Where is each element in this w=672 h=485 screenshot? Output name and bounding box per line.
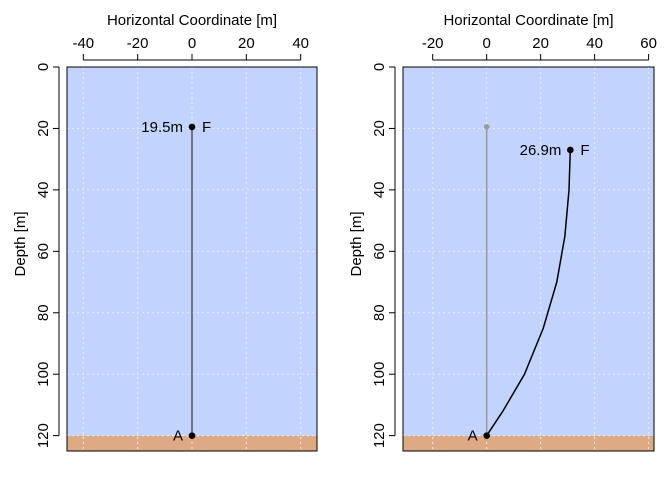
- anchor-label: A: [468, 428, 478, 445]
- x-tick-label: 20: [532, 35, 549, 52]
- y-tick-label: 120: [371, 423, 388, 448]
- y-tick-label: 20: [35, 120, 52, 137]
- x-tick-label: 0: [482, 35, 490, 52]
- float-point: [567, 146, 574, 154]
- y-tick-label: 0: [35, 63, 52, 71]
- y-tick-label: 60: [371, 243, 388, 260]
- mooring-line-current: [486, 149, 572, 437]
- y-tick-label: 100: [371, 362, 388, 387]
- seabed-area: [403, 435, 654, 451]
- float-point: [188, 123, 196, 131]
- y-tick-label: 60: [35, 243, 52, 260]
- depth-annotation: 19.5m: [141, 119, 183, 136]
- x-tick-label: -40: [72, 35, 94, 52]
- plot-frame: [66, 66, 318, 452]
- y-axis-title: Depth [m]: [348, 211, 365, 276]
- x-axis-title: Horizontal Coordinate [m]: [443, 12, 613, 29]
- x-tick-label: 40: [292, 35, 309, 52]
- x-tick-label: 60: [640, 35, 657, 52]
- y-tick-label: 100: [35, 362, 52, 387]
- anchor-label: A: [173, 428, 183, 445]
- y-tick-label: 80: [35, 304, 52, 321]
- x-tick-label: -20: [422, 35, 444, 52]
- anchor-point: [188, 432, 196, 439]
- previous-float-point: [483, 124, 490, 130]
- float-label: F: [202, 119, 211, 136]
- y-tick-label: 40: [371, 182, 388, 199]
- chart-panel-right: -20 0 20 40 60 Horizontal Coordinate [m] 0 20 40…: [348, 12, 657, 452]
- y-axis-title: Depth [m]: [12, 211, 29, 276]
- x-tick-label: 40: [586, 35, 603, 52]
- y-tick-label: 0: [371, 63, 388, 71]
- y-tick-label: 20: [371, 120, 388, 137]
- y-tick-label: 80: [371, 304, 388, 321]
- chart-panel-left: -40 -20 0 20 40 Horizontal Coordinate [m] 0 20 4…: [12, 12, 318, 452]
- x-axis-title: Horizontal Coordinate [m]: [107, 12, 277, 29]
- x-tick-label: 0: [188, 35, 196, 52]
- x-tick-label: 20: [238, 35, 255, 52]
- x-tick-label: -20: [127, 35, 149, 52]
- depth-annotation: 26.9m: [520, 142, 562, 159]
- float-label: F: [580, 142, 589, 159]
- plot-frame: [402, 66, 655, 452]
- anchor-point: [483, 432, 490, 439]
- y-tick-label: 120: [35, 423, 52, 448]
- y-tick-label: 40: [35, 182, 52, 199]
